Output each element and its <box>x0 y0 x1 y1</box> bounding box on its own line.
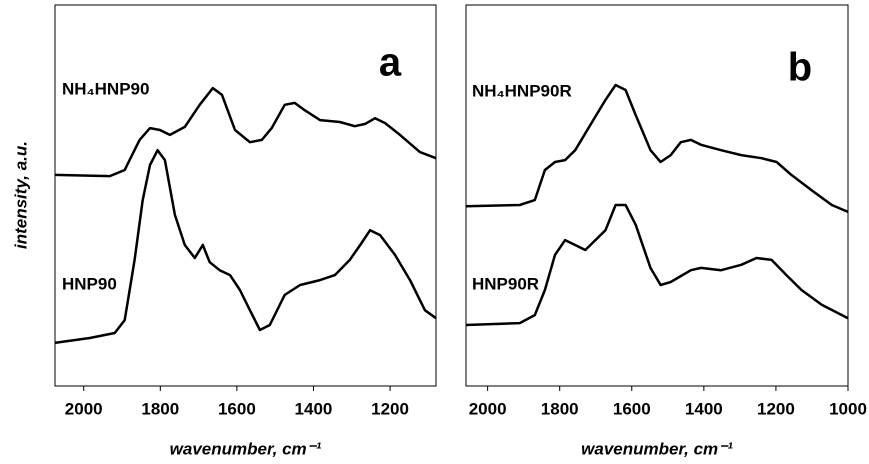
x-tick-label: 1400 <box>295 399 333 418</box>
x-tick-label: 1800 <box>141 399 179 418</box>
x-tick-label: 2000 <box>65 399 103 418</box>
x-tick-label: 1200 <box>371 399 409 418</box>
series-label: HNP90 <box>62 274 117 293</box>
panel-label: a <box>379 41 402 85</box>
panel-label: b <box>788 46 812 90</box>
y-axis-label: intensity, a.u. <box>11 141 30 249</box>
x-tick-label: 1400 <box>685 399 723 418</box>
x-tick-label: 1600 <box>218 399 256 418</box>
x-axis-label: wavenumber, cm⁻¹ <box>170 439 322 458</box>
x-tick-label: 1800 <box>541 399 579 418</box>
series-label: NH₄HNP90R <box>472 81 572 100</box>
spectrum-line <box>465 203 849 327</box>
plot-frame <box>465 4 849 387</box>
series-label: NH₄HNP90 <box>62 79 149 98</box>
spectrum-line <box>54 86 437 178</box>
series-label: HNP90R <box>472 274 539 293</box>
x-tick-label: 1000 <box>829 399 867 418</box>
spectrum-line <box>54 148 437 345</box>
x-tick-label: 1600 <box>613 399 651 418</box>
spectrum-line <box>465 83 849 214</box>
x-tick-label: 2000 <box>469 399 507 418</box>
x-axis-label: wavenumber, cm⁻¹ <box>581 439 733 458</box>
x-tick-label: 1200 <box>757 399 795 418</box>
plot-frame <box>54 4 437 387</box>
